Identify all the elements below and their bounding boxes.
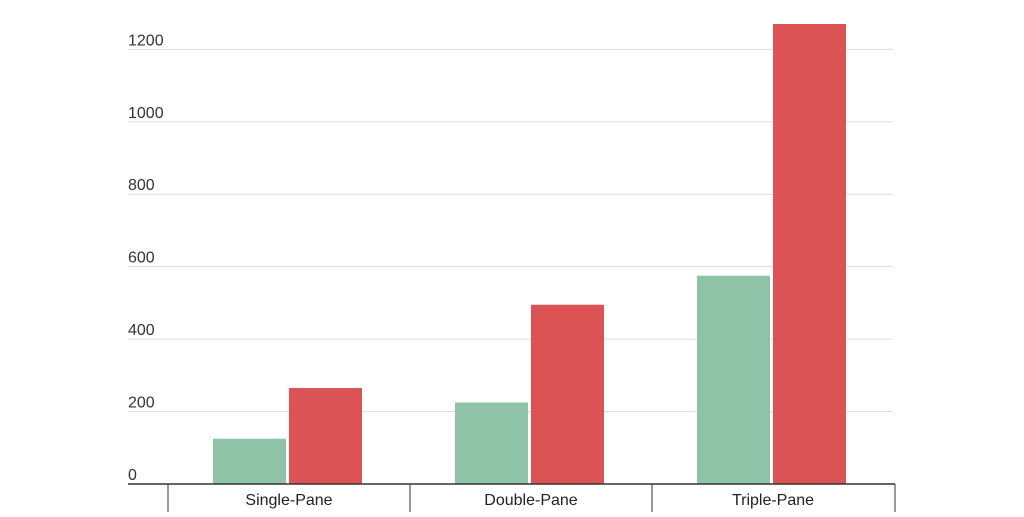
bar-triple-pane-2: [773, 24, 846, 484]
bar-triple-pane-1: [697, 275, 770, 484]
y-tick-label: 0: [128, 467, 137, 484]
x-tick-label: Double-Pane: [484, 492, 578, 509]
bar-double-pane-2: [531, 304, 604, 484]
x-tick-label: Single-Pane: [245, 492, 332, 509]
category-labels: Single-Pane Double-Pane Triple-Pane: [245, 492, 814, 509]
y-tick-label: 200: [128, 395, 155, 412]
y-tick-label: 600: [128, 250, 155, 267]
y-tick-label: 400: [128, 322, 155, 339]
bar-single-pane-1: [213, 438, 286, 484]
bars: [213, 24, 846, 484]
x-axis: [128, 483, 896, 512]
y-tick-label: 1000: [128, 105, 164, 122]
y-tick-label: 800: [128, 177, 155, 194]
x-tick-label: Triple-Pane: [732, 492, 814, 509]
bar-double-pane-1: [455, 402, 528, 484]
bar-single-pane-2: [289, 388, 362, 484]
y-axis-ticks: 0 200 400 600 800 1000 1200: [128, 32, 164, 484]
y-tick-label: 1200: [128, 32, 164, 49]
